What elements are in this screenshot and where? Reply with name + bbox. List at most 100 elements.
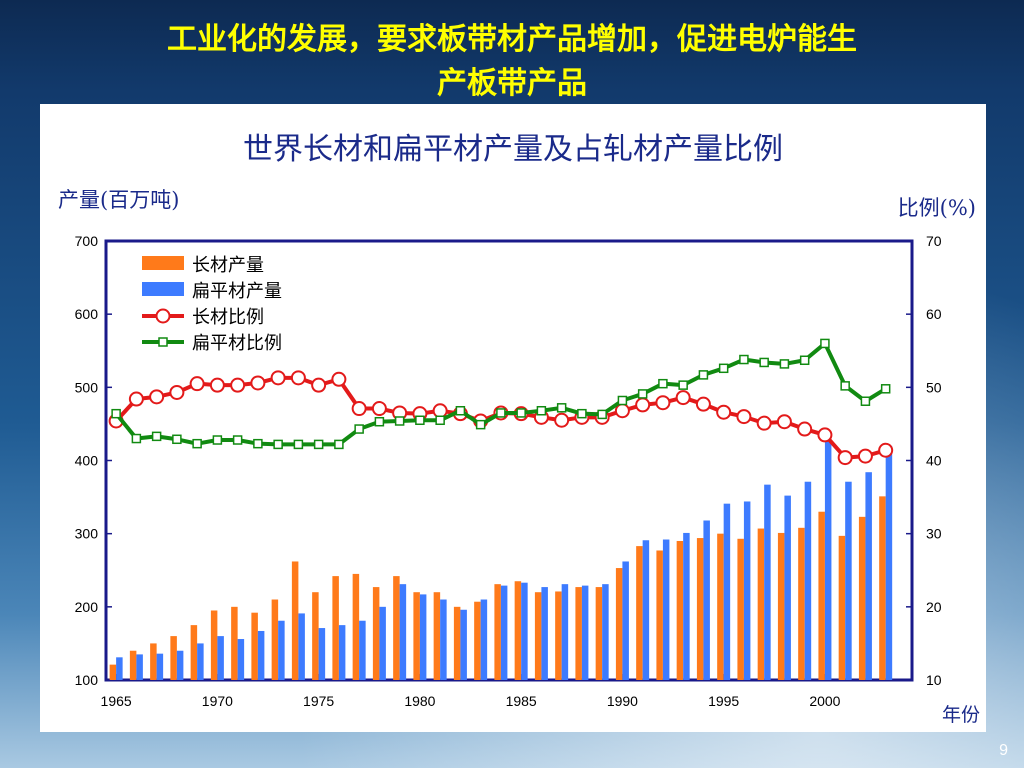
y-tick-label: 100	[75, 672, 99, 688]
flat-ratio-point	[820, 338, 830, 349]
flat-ratio-point	[617, 395, 628, 406]
flat-ratio-point	[496, 408, 506, 418]
y2-tick-label: 50	[926, 379, 942, 395]
flat-product-bar	[197, 643, 204, 680]
long-product-bar	[129, 650, 137, 680]
long-product-bar	[474, 601, 481, 680]
y2-tick-label: 10	[926, 672, 942, 688]
y-tick-label: 200	[75, 599, 99, 615]
long-product-bar	[696, 538, 704, 680]
flat-product-bar	[602, 584, 609, 680]
flat-product-bar	[318, 628, 326, 680]
flat-ratio-point	[718, 363, 729, 374]
flat-ratio-point	[880, 384, 891, 394]
flat-ratio-point	[374, 416, 385, 427]
slide-title: 工业化的发展，要求板带材产品增加，促进电炉能生 产板带产品	[0, 18, 1024, 106]
x-tick-label: 1990	[607, 693, 638, 709]
flat-product-bar	[561, 584, 569, 680]
long-product-bar	[777, 532, 785, 680]
flat-ratio-point	[577, 408, 587, 419]
long-product-bar	[676, 540, 684, 680]
flat-product-bar	[257, 630, 265, 680]
flat-ratio-point	[658, 378, 668, 389]
y2-tick-label: 20	[926, 599, 942, 615]
flat-product-bar	[581, 585, 589, 680]
flat-ratio-point	[739, 354, 749, 365]
slide-title-line2: 产板带产品	[437, 66, 587, 101]
flat-product-bar	[217, 636, 224, 680]
y2-axis-label: 比例(%)	[897, 196, 976, 220]
long-ratio-point	[736, 409, 752, 425]
long-product-bar	[534, 592, 542, 680]
flat-product-bar	[764, 484, 771, 680]
y-tick-label: 300	[75, 526, 99, 542]
long-product-bar	[271, 599, 279, 680]
slide-title-line1: 工业化的发展，要求板带材产品增加，促进电炉能生	[167, 22, 857, 57]
flat-ratio-point	[759, 357, 769, 368]
long-product-bar	[372, 587, 380, 680]
chart-title: 世界长材和扁平材产量及占轧材产量比例	[243, 132, 783, 167]
flat-product-bar	[703, 520, 710, 680]
y-tick-label: 500	[75, 379, 99, 395]
flat-ratio-line	[114, 341, 887, 447]
y2-tick-label: 70	[926, 233, 942, 249]
long-ratio-point	[797, 421, 813, 437]
long-ratio-point	[149, 389, 165, 405]
long-product-bar	[798, 527, 805, 680]
y-axis-label: 产量(百万吨)	[58, 188, 180, 212]
legend-swatch	[142, 256, 184, 270]
flat-ratio-point	[334, 439, 344, 450]
y-tick-label: 600	[75, 306, 99, 322]
flat-product-bar	[480, 599, 488, 680]
chart-panel: 世界长材和扁平材产量及占轧材产量比例 产量(百万吨) 比例(%) 年份 100 2…	[40, 104, 986, 732]
flat-ratio-point	[131, 433, 142, 444]
long-ratio-point	[432, 403, 448, 419]
long-product-bar	[858, 516, 866, 680]
long-ratio-point	[371, 401, 387, 417]
legend-marker	[155, 308, 171, 324]
flat-ratio-point	[111, 408, 121, 419]
long-product-bar	[150, 643, 157, 680]
long-product-bar	[737, 538, 744, 680]
x-axis-label: 年份	[941, 704, 980, 726]
long-product-bar	[615, 568, 623, 680]
flat-product-bar	[804, 481, 812, 680]
long-ratio-point	[311, 377, 327, 393]
x-tick-label: 1975	[303, 693, 334, 709]
long-ratio-point	[189, 376, 205, 392]
flat-ratio-point	[354, 424, 364, 434]
long-product-bar	[291, 561, 299, 680]
long-ratio-point	[837, 450, 853, 466]
long-ratio-point	[817, 427, 833, 443]
flat-ratio-point	[415, 415, 425, 426]
long-product-bar	[595, 587, 603, 680]
flat-ratio-point	[232, 435, 243, 445]
flat-product-bar	[156, 653, 164, 680]
flat-product-bar	[723, 503, 731, 680]
long-ratio-point	[655, 395, 671, 411]
flat-ratio-point	[455, 405, 466, 416]
long-product-bar	[170, 636, 177, 680]
long-ratio-point	[290, 370, 306, 386]
long-product-bar	[109, 664, 117, 680]
y2-tick-label: 60	[926, 306, 942, 322]
y-tick-label: 400	[75, 453, 99, 469]
flat-ratio-point	[313, 439, 324, 450]
flat-product-bar	[541, 587, 548, 680]
long-product-bar	[636, 546, 643, 680]
flat-product-bar	[824, 440, 832, 680]
flat-product-bar	[440, 599, 447, 680]
long-ratio-point	[675, 390, 691, 406]
flat-ratio-point	[516, 408, 526, 418]
long-product-bar	[757, 528, 765, 680]
flat-product-bar	[521, 582, 528, 680]
flat-ratio-point	[293, 439, 304, 450]
long-product-bar	[332, 576, 339, 680]
x-tick-label: 1995	[708, 693, 739, 709]
x-tick-label: 1970	[202, 693, 233, 709]
legend-label: 扁平材比例	[192, 333, 282, 354]
long-product-bar	[352, 573, 360, 680]
flat-ratio-point	[536, 405, 547, 416]
flat-ratio-point	[698, 370, 709, 380]
long-product-bar	[818, 511, 825, 680]
